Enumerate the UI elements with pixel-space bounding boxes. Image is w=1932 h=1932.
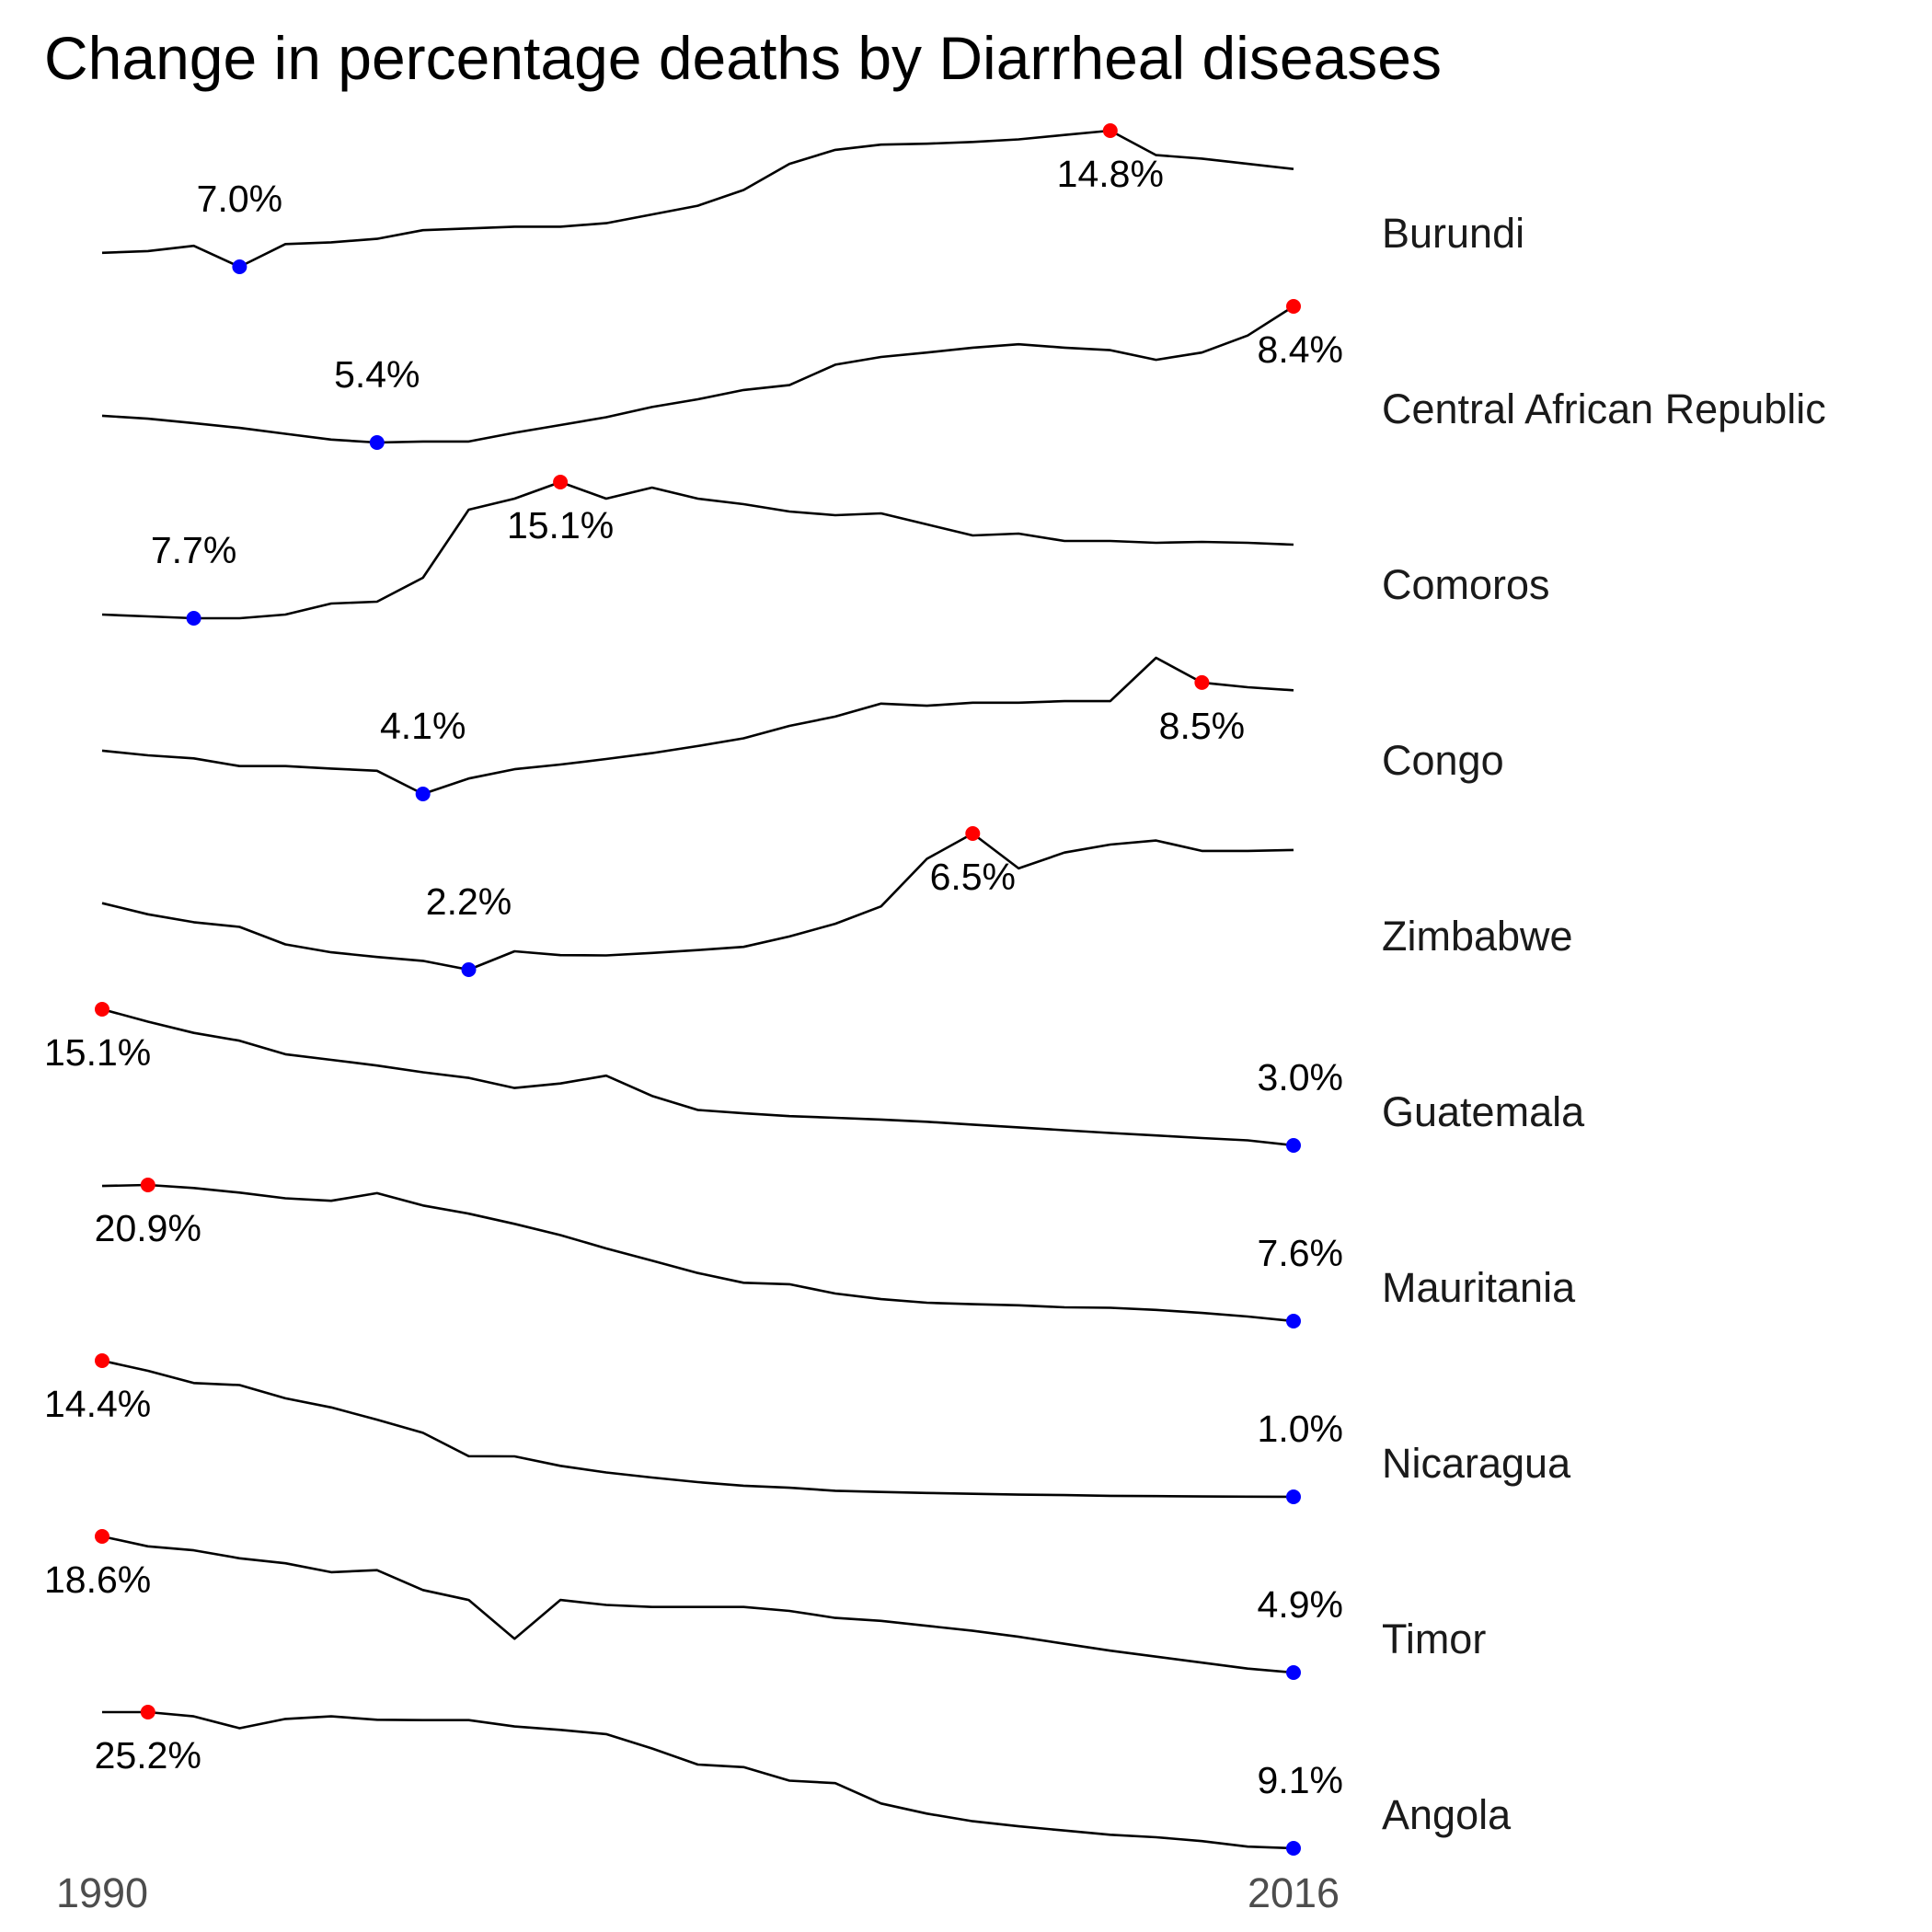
min-label-mauritania: 7.6% — [1258, 1232, 1343, 1274]
panel-guatemala: 3.0% 15.1% Guatemala — [44, 1002, 1585, 1153]
min-point-burundi — [232, 259, 247, 274]
min-point-comoros — [186, 611, 201, 626]
min-label-angola: 9.1% — [1258, 1759, 1343, 1801]
panel-mauritania: 7.6% 20.9% Mauritania — [95, 1178, 1576, 1328]
country-label-central-african-republic: Central African Republic — [1382, 385, 1826, 432]
min-label-zimbabwe: 2.2% — [426, 880, 512, 923]
max-point-burundi — [1102, 123, 1118, 138]
max-label-angola: 25.2% — [95, 1734, 201, 1777]
panel-timor: 4.9% 18.6% Timor — [44, 1529, 1486, 1680]
max-label-comoros: 15.1% — [507, 504, 614, 546]
min-point-nicaragua — [1286, 1489, 1301, 1504]
panel-angola: 9.1% 25.2% Angola — [95, 1705, 1512, 1856]
country-label-timor: Timor — [1382, 1616, 1486, 1662]
panel-congo: 4.1% 8.5% Congo — [101, 656, 1504, 801]
max-point-central-african-republic — [1286, 299, 1301, 314]
country-label-mauritania: Mauritania — [1382, 1264, 1576, 1311]
max-point-guatemala — [95, 1002, 109, 1017]
max-point-comoros — [553, 475, 569, 489]
min-label-guatemala: 3.0% — [1258, 1056, 1343, 1098]
max-label-timor: 18.6% — [44, 1558, 151, 1601]
country-panels: 7.0% 14.8% Burundi 5.4% 8.4% Central African … — [44, 123, 1826, 1856]
max-label-guatemala: 15.1% — [44, 1031, 151, 1074]
country-label-comoros: Comoros — [1382, 561, 1550, 608]
x-start-label: 1990 — [56, 1869, 148, 1916]
series-line-congo — [101, 656, 1294, 796]
panel-central-african-republic: 5.4% 8.4% Central African Republic — [101, 299, 1826, 450]
series-line-central-african-republic — [101, 305, 1294, 444]
min-label-burundi: 7.0% — [197, 178, 282, 220]
max-point-nicaragua — [95, 1353, 109, 1368]
series-line-nicaragua — [101, 1359, 1294, 1499]
panel-nicaragua: 1.0% 14.4% Nicaragua — [44, 1353, 1571, 1504]
min-point-timor — [1286, 1665, 1301, 1680]
min-label-nicaragua: 1.0% — [1258, 1408, 1343, 1450]
min-point-angola — [1286, 1841, 1301, 1856]
max-label-nicaragua: 14.4% — [44, 1383, 151, 1425]
max-point-congo — [1194, 674, 1210, 690]
max-point-timor — [95, 1529, 109, 1544]
min-label-comoros: 7.7% — [151, 529, 236, 571]
series-line-comoros — [101, 480, 1294, 620]
min-point-zimbabwe — [461, 962, 477, 977]
panel-zimbabwe: 2.2% 6.5% Zimbabwe — [101, 826, 1573, 977]
series-line-mauritania — [101, 1183, 1294, 1323]
max-point-angola — [140, 1705, 155, 1719]
min-point-mauritania — [1286, 1314, 1301, 1328]
max-label-zimbabwe: 6.5% — [930, 856, 1016, 898]
x-end-label: 2016 — [1248, 1869, 1340, 1916]
min-point-guatemala — [1286, 1138, 1301, 1153]
max-point-mauritania — [140, 1178, 155, 1192]
series-line-burundi — [101, 129, 1294, 269]
country-label-burundi: Burundi — [1382, 210, 1524, 257]
country-label-angola: Angola — [1382, 1791, 1512, 1838]
min-label-central-african-republic: 5.4% — [334, 353, 420, 396]
series-line-angola — [102, 1710, 1294, 1850]
panel-comoros: 7.7% 15.1% Comoros — [101, 475, 1550, 626]
max-label-congo: 8.5% — [1159, 705, 1245, 747]
panel-burundi: 7.0% 14.8% Burundi — [101, 123, 1524, 274]
country-label-nicaragua: Nicaragua — [1382, 1440, 1571, 1487]
series-line-timor — [101, 1535, 1294, 1674]
country-label-zimbabwe: Zimbabwe — [1382, 913, 1573, 960]
country-label-congo: Congo — [1382, 737, 1504, 784]
min-point-congo — [415, 787, 431, 801]
chart-title: Change in percentage deaths by Diarrheal… — [44, 24, 1442, 92]
series-line-zimbabwe — [101, 832, 1294, 972]
country-label-guatemala: Guatemala — [1382, 1088, 1585, 1135]
max-label-burundi: 14.8% — [1057, 153, 1164, 195]
min-point-central-african-republic — [369, 435, 385, 450]
max-label-mauritania: 20.9% — [95, 1207, 201, 1249]
series-line-guatemala — [101, 1007, 1294, 1147]
max-label-central-african-republic: 8.4% — [1258, 328, 1343, 371]
min-label-timor: 4.9% — [1258, 1583, 1343, 1626]
max-point-zimbabwe — [965, 826, 981, 841]
min-label-congo: 4.1% — [380, 705, 466, 747]
